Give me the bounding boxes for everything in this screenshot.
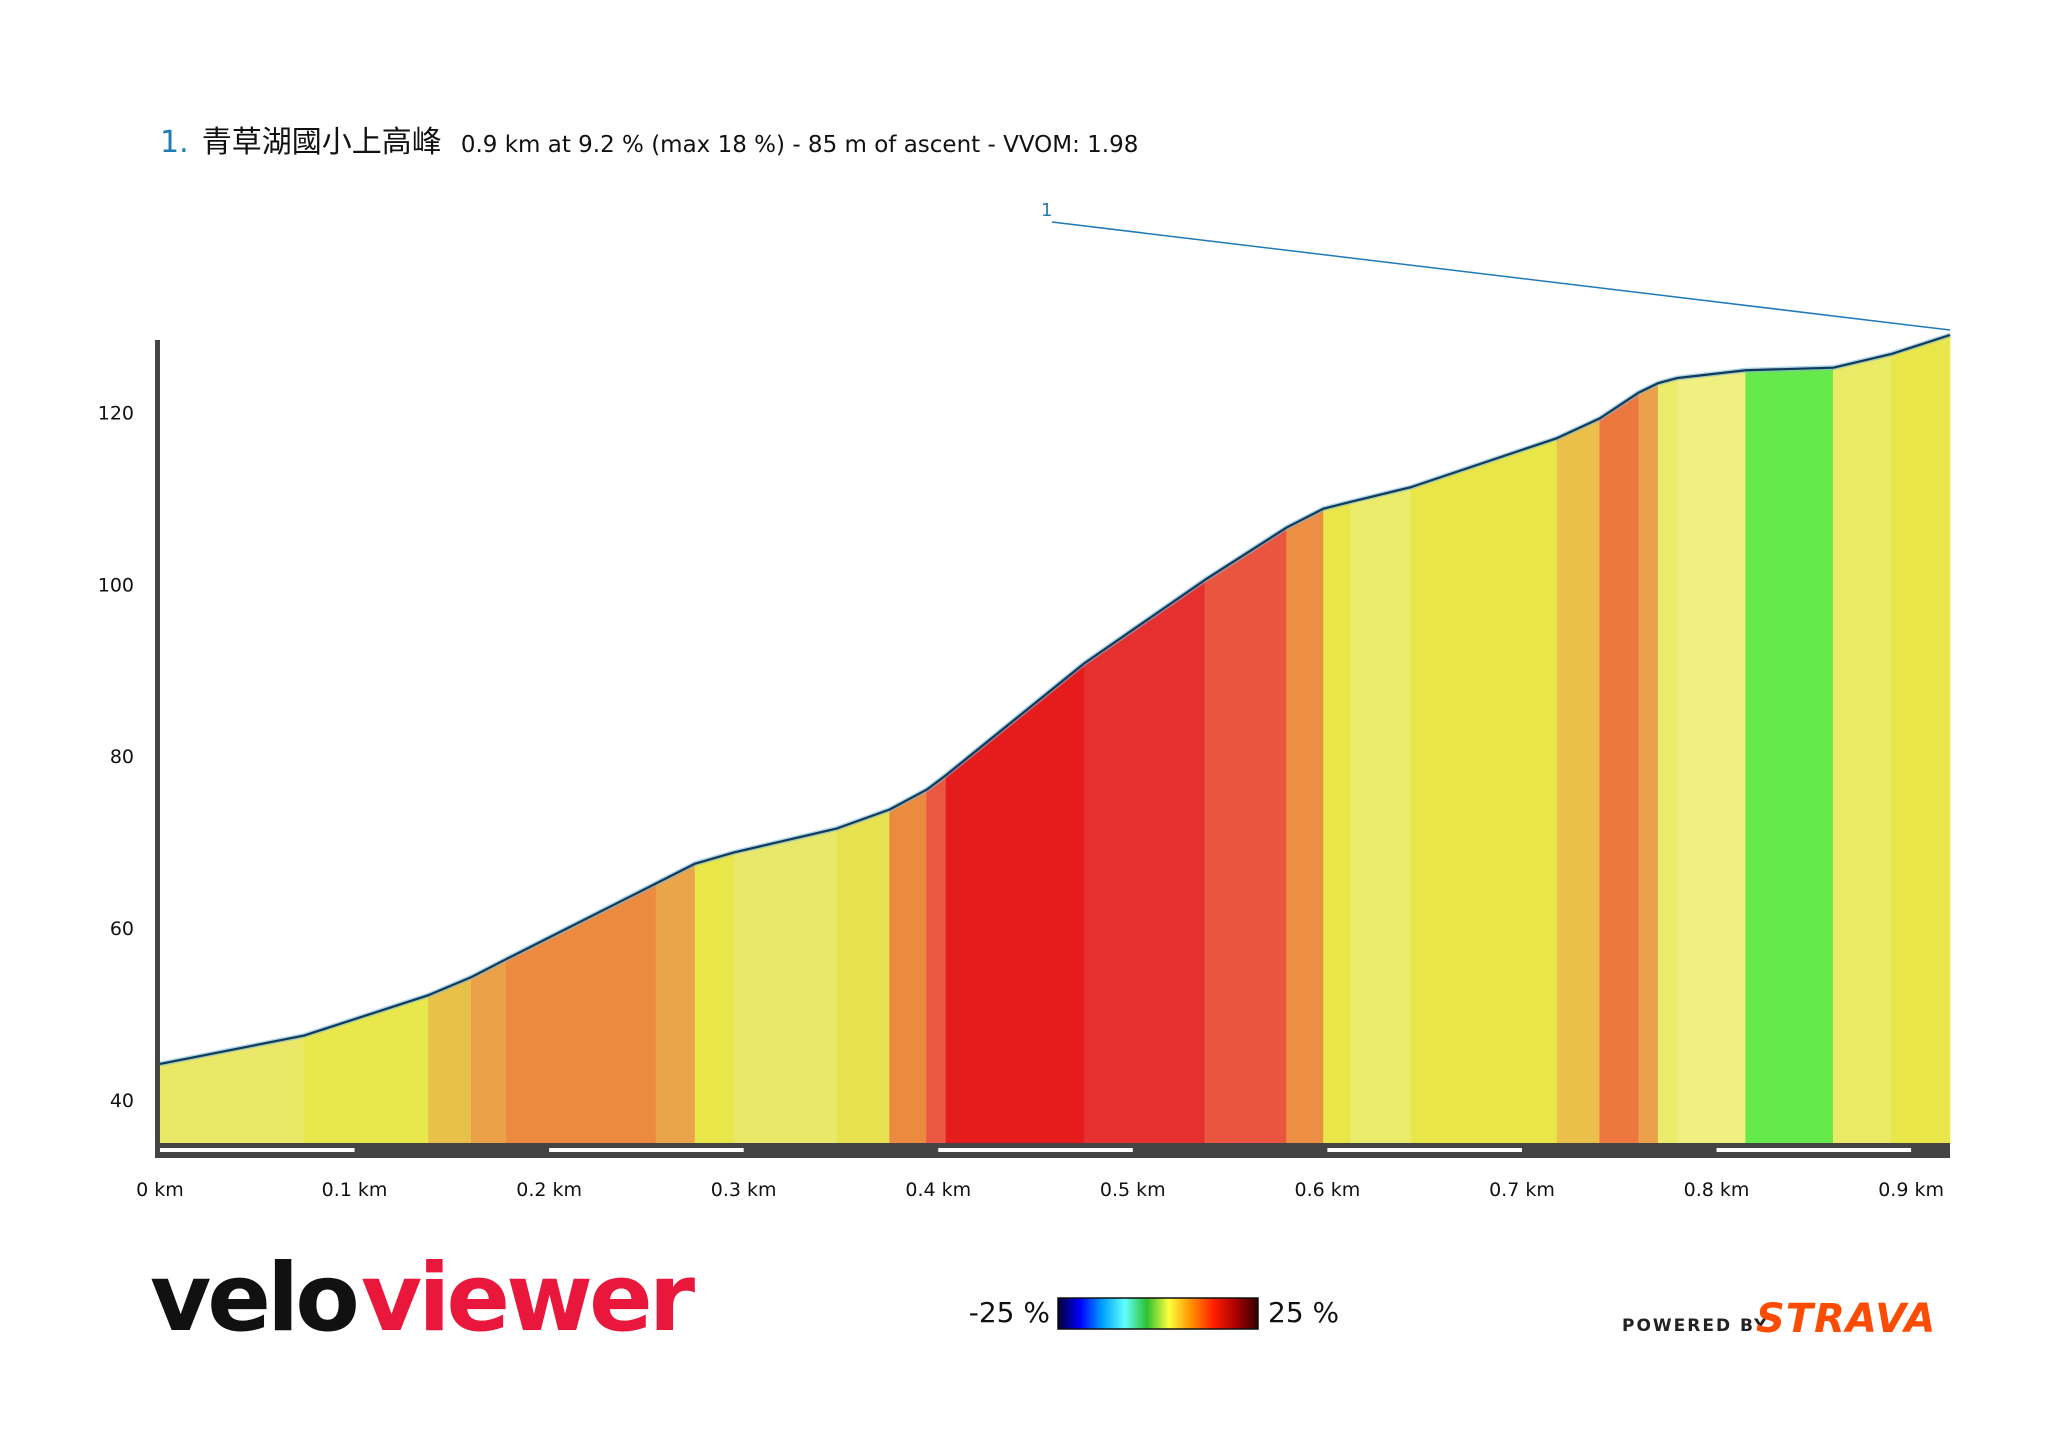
- gradient-segment: [1410, 437, 1558, 1144]
- gradient-segment: [1638, 382, 1659, 1144]
- x-tick-label: 0.9 km: [1878, 1179, 1944, 1201]
- legend-min-label: -25 %: [969, 1296, 1050, 1329]
- gradient-segment: [1323, 501, 1352, 1144]
- chart-title-number: 1.: [160, 125, 189, 160]
- gradient-segment: [1891, 334, 1951, 1144]
- marker-leader-line: [1051, 221, 1951, 331]
- x-tick-label: 0 km: [136, 1179, 184, 1201]
- y-tick-label: 100: [98, 574, 134, 596]
- x-axis-dash: [1327, 1148, 1522, 1152]
- x-tick-label: 0.8 km: [1684, 1179, 1750, 1201]
- x-tick-label: 0.5 km: [1100, 1179, 1166, 1201]
- marker-label: 1: [1041, 200, 1052, 221]
- gradient-segment: [1677, 369, 1747, 1144]
- powered-by-strava: POWERED BY STRAVA: [1622, 1296, 1936, 1342]
- y-axis-ticks: 40 60 80 100 120: [98, 402, 134, 1112]
- gradient-segment: [926, 774, 947, 1144]
- chart-title-name: 青草湖國小上高峰: [202, 125, 442, 160]
- logo-viewer: viewer: [361, 1244, 696, 1353]
- gradient-segment: [733, 828, 838, 1144]
- y-tick-label: 40: [110, 1090, 134, 1112]
- gradient-segment: [428, 976, 472, 1144]
- x-tick-label: 0.4 km: [905, 1179, 971, 1201]
- x-tick-label: 0.3 km: [711, 1179, 777, 1201]
- y-tick-label: 60: [110, 918, 134, 940]
- gradient-segment: [1286, 508, 1324, 1144]
- x-axis-dash: [1716, 1148, 1912, 1152]
- x-axis-dash: [938, 1148, 1133, 1152]
- x-axis-dash: [160, 1148, 355, 1152]
- gradient-segment: [1204, 526, 1287, 1144]
- legend-color-bar: [1057, 1297, 1259, 1330]
- gradient-segment: [1657, 377, 1678, 1144]
- x-axis-ticks: 0 km 0.1 km 0.2 km 0.3 km 0.4 km 0.5 km 0.6 km…: [136, 1148, 1944, 1201]
- powered-by-text: POWERED BY: [1622, 1316, 1768, 1336]
- veloviewer-logo: velo viewer: [150, 1244, 696, 1353]
- gradient-segment: [1745, 367, 1834, 1144]
- y-tick-label: 80: [110, 746, 134, 768]
- y-axis-line: [155, 340, 160, 1158]
- gradient-segment: [1083, 579, 1206, 1144]
- logo-velo: velo: [150, 1244, 356, 1353]
- gradient-segment: [1556, 417, 1601, 1144]
- profile-outline-group: [159, 332, 1951, 1067]
- x-tick-label: 0.1 km: [322, 1179, 388, 1201]
- gradient-segments: [159, 334, 1951, 1144]
- gradient-segment: [889, 789, 927, 1144]
- gradient-segment: [1599, 392, 1639, 1144]
- x-axis-dash: [549, 1148, 744, 1152]
- legend-max-label: 25 %: [1268, 1296, 1339, 1329]
- chart-title-stats: 0.9 km at 9.2 % (max 18 %) - 85 m of asc…: [461, 132, 1139, 158]
- gradient-segment: [945, 662, 1085, 1144]
- gradient-segment: [1832, 353, 1892, 1144]
- gradient-segment: [694, 852, 735, 1144]
- gradient-segment: [655, 863, 696, 1144]
- chart-title: 1. 青草湖國小上高峰 0.9 km at 9.2 % (max 18 %) -…: [160, 125, 1138, 160]
- strava-logo: STRAVA: [1756, 1296, 1936, 1342]
- y-tick-label: 120: [98, 402, 134, 424]
- gradient-segment: [836, 809, 890, 1144]
- gradient-legend: -25 % 25 %: [969, 1296, 1339, 1330]
- gradient-segment: [471, 958, 507, 1144]
- segment-marker: 1: [1041, 200, 1951, 331]
- gradient-segment: [1350, 486, 1412, 1144]
- x-tick-label: 0.7 km: [1489, 1179, 1555, 1201]
- profile-outline: [159, 333, 1951, 1065]
- x-tick-label: 0.6 km: [1295, 1179, 1361, 1201]
- x-tick-label: 0.2 km: [516, 1179, 582, 1201]
